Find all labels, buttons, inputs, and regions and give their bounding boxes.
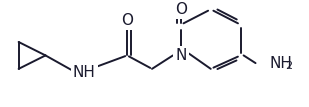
Text: NH: NH [269,56,292,71]
Text: O: O [121,13,133,28]
Text: NH: NH [73,65,96,80]
Text: N: N [175,48,187,63]
Text: 2: 2 [286,61,293,71]
Text: O: O [175,2,187,17]
